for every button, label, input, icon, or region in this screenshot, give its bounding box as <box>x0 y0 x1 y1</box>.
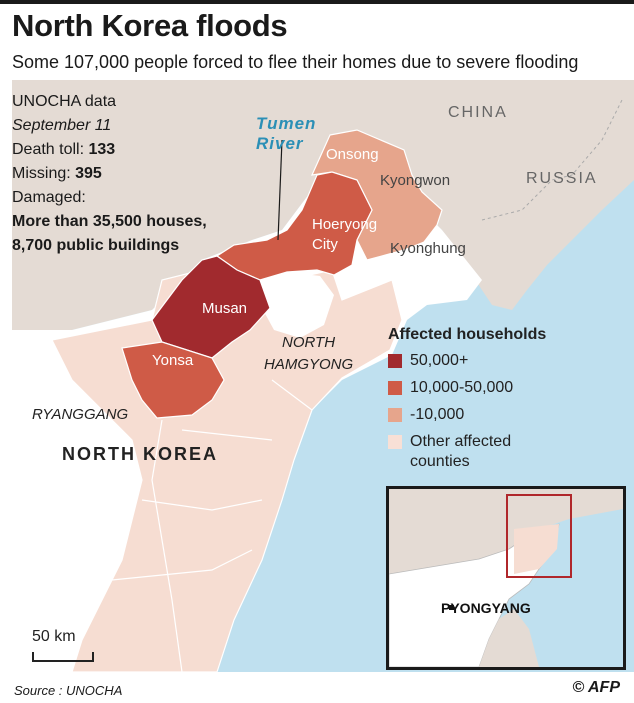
inset-locator-map: PYONGYANG <box>386 486 626 670</box>
top-rule <box>0 0 634 4</box>
death-toll-label: Death toll: <box>12 141 89 158</box>
credit-logo: © AFP <box>572 679 620 696</box>
county-boundaries <box>111 379 313 672</box>
country-label: NORTH KOREA <box>62 444 218 464</box>
legend-swatch-other <box>388 435 402 449</box>
inset-extent-box <box>506 494 572 578</box>
legend-label: Other affected counties <box>410 432 511 472</box>
county-shape-mid <box>215 171 373 281</box>
russia-label: RUSSIA <box>526 170 598 187</box>
legend-label: -10,000 <box>410 406 465 423</box>
damaged-label: Damaged: <box>12 189 86 206</box>
county-label-kyonghung: Kyonghung <box>390 240 466 257</box>
missing-label: Missing: <box>12 165 76 182</box>
missing: Missing: 395 <box>12 162 207 186</box>
inset-city-marker <box>449 605 454 610</box>
legend-swatch-mid <box>388 381 402 395</box>
legend-label-line-1: Other affected <box>410 433 512 450</box>
china-label: CHINA <box>448 104 508 121</box>
damaged-line-1: More than 35,500 houses, <box>12 213 207 230</box>
legend-label: 10,000-50,000 <box>410 379 514 396</box>
info-source: UNOCHA data <box>12 93 117 110</box>
legend-label: 50,000+ <box>410 352 469 369</box>
source-note: Source : UNOCHA <box>14 683 123 698</box>
region-label-2: HAMGYONG <box>264 356 354 373</box>
county-label-hoeryong: Hoeryong <box>312 216 378 233</box>
china-russia-land <box>12 80 634 330</box>
map: UNOCHA data September 11 Death toll: 133… <box>12 80 634 672</box>
info-date: September 11 <box>12 117 112 134</box>
legend-item: Other affected counties <box>388 432 546 472</box>
county-label-city: City <box>312 236 338 253</box>
county-label-kyongwon: Kyongwon <box>380 172 451 189</box>
page-subtitle: Some 107,000 people forced to flee their… <box>12 52 579 72</box>
border-line <box>481 99 623 221</box>
county-label-onsong: Onsong <box>326 146 379 163</box>
legend-swatch-low <box>388 408 402 422</box>
county-label-musan: Musan <box>202 300 248 317</box>
legend-label-line-2: counties <box>410 453 470 470</box>
legend-item: 10,000-50,000 <box>388 378 546 398</box>
inset-affected-area <box>514 524 559 574</box>
legend-item: -10,000 <box>388 405 546 425</box>
damaged-line-2: 8,700 public buildings <box>12 237 180 254</box>
death-toll-value: 133 <box>88 141 116 158</box>
page-title: North Korea floods <box>12 8 288 43</box>
scale-bar: 50 km <box>32 628 94 662</box>
unaffected-county <box>260 272 334 338</box>
missing-value: 395 <box>75 165 102 182</box>
scale-label: 50 km <box>32 628 76 645</box>
inset-city-label: PYONGYANG <box>441 600 531 616</box>
inset-south-korea <box>479 609 539 667</box>
legend: Affected households 50,000+ 10,000-50,00… <box>388 326 546 472</box>
county-shape-high <box>151 255 271 359</box>
county-label-yonsa: Yonsa <box>152 352 194 369</box>
legend-title: Affected households <box>388 326 547 343</box>
death-toll: Death toll: 133 <box>12 138 207 162</box>
province-label: RYANGGANG <box>32 406 129 423</box>
region-label-1: NORTH <box>282 334 336 351</box>
river-label-1: Tumen <box>256 114 317 133</box>
river-label-2: River <box>256 134 304 153</box>
county-shape-yonsa <box>121 341 225 419</box>
casualty-box: UNOCHA data September 11 Death toll: 133… <box>12 90 207 258</box>
map-drawing <box>12 80 634 672</box>
legend-swatch-high <box>388 354 402 368</box>
scale-ruler <box>32 652 94 662</box>
inset-drawing <box>389 489 623 667</box>
river-pointer <box>277 139 283 241</box>
legend-item: 50,000+ <box>388 351 546 371</box>
